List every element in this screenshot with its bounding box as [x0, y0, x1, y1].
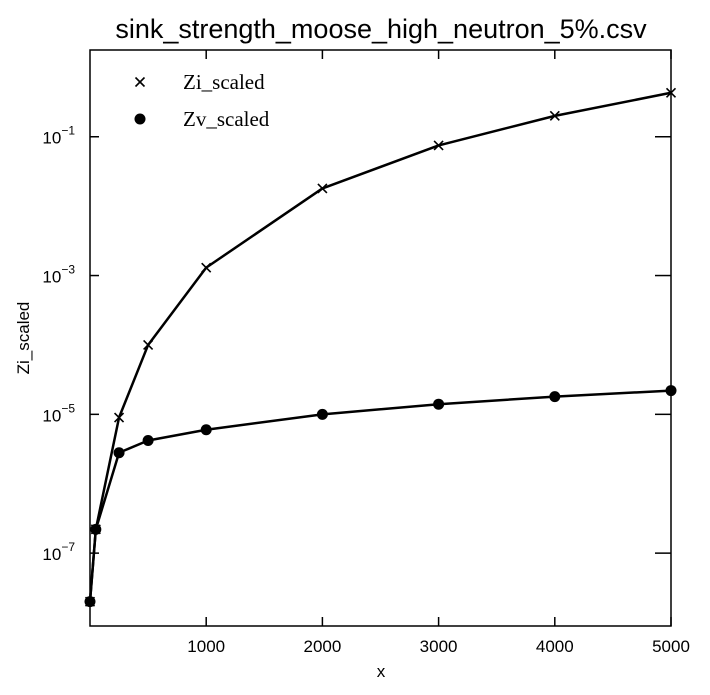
- series-layer: [84, 87, 677, 608]
- y-axis-label: Zi_scaled: [14, 302, 33, 375]
- series-line-zi-scaled: [88, 91, 672, 602]
- legend: Zi_scaled Zv_scaled: [134, 70, 270, 131]
- y-tick-label-base: 10: [42, 129, 61, 148]
- series-line-zv-scaled: [88, 389, 672, 602]
- data-point-zi-scaled: [143, 339, 154, 351]
- data-point-zi-scaled: [201, 262, 212, 273]
- y-tick-label: 10−7: [42, 540, 75, 564]
- y-tick-label: 10−1: [42, 124, 75, 148]
- x-tick-label: 2000: [303, 637, 341, 656]
- data-point-zv-scaled: [433, 398, 445, 410]
- data-point-zv-scaled: [316, 408, 328, 420]
- data-point-zv-scaled: [665, 385, 677, 397]
- y-tick-label: 10−3: [42, 263, 75, 287]
- y-tick-label-exponent: −7: [61, 540, 75, 554]
- y-tick-label-exponent: −3: [61, 263, 75, 277]
- data-point-zi-scaled: [317, 183, 328, 194]
- x-axis-label: x: [377, 662, 386, 681]
- data-point-zv-scaled: [142, 434, 154, 446]
- y-tick-label-exponent: −5: [61, 401, 75, 415]
- x-tick-label: 3000: [420, 637, 458, 656]
- legend-marker-x-icon: [134, 76, 146, 88]
- y-tick-label-base: 10: [42, 545, 61, 564]
- data-point-zi-scaled: [665, 87, 677, 98]
- x-tick-label: 5000: [652, 637, 690, 656]
- plot-area-frame: [89, 49, 672, 627]
- data-point-zi-scaled: [549, 110, 560, 121]
- x-tick-label: 1000: [187, 637, 225, 656]
- data-point-zv-scaled: [549, 391, 561, 403]
- legend-label: Zv_scaled: [183, 107, 270, 131]
- data-point-zi-scaled: [113, 412, 125, 423]
- y-tick-label: 10−5: [42, 401, 75, 425]
- y-tick-label-base: 10: [42, 268, 61, 287]
- data-point-zv-scaled: [84, 596, 96, 608]
- y-axis-ticks: 10−710−510−310−1: [42, 124, 671, 564]
- x-axis-ticks: 1000 2000 3000 4000 5000: [187, 50, 690, 656]
- data-point-zv-scaled: [113, 447, 125, 459]
- x-tick-label: 4000: [536, 637, 574, 656]
- data-point-zv-scaled: [90, 523, 102, 535]
- data-point-zi-scaled: [433, 140, 444, 151]
- data-point-zv-scaled: [200, 424, 212, 436]
- chart-title: sink_strength_moose_high_neutron_5%.csv: [115, 14, 647, 44]
- y-tick-label-exponent: −1: [61, 124, 75, 138]
- legend-label: Zi_scaled: [183, 70, 265, 94]
- y-tick-label-base: 10: [42, 406, 61, 425]
- legend-marker-dot-icon: [134, 113, 146, 125]
